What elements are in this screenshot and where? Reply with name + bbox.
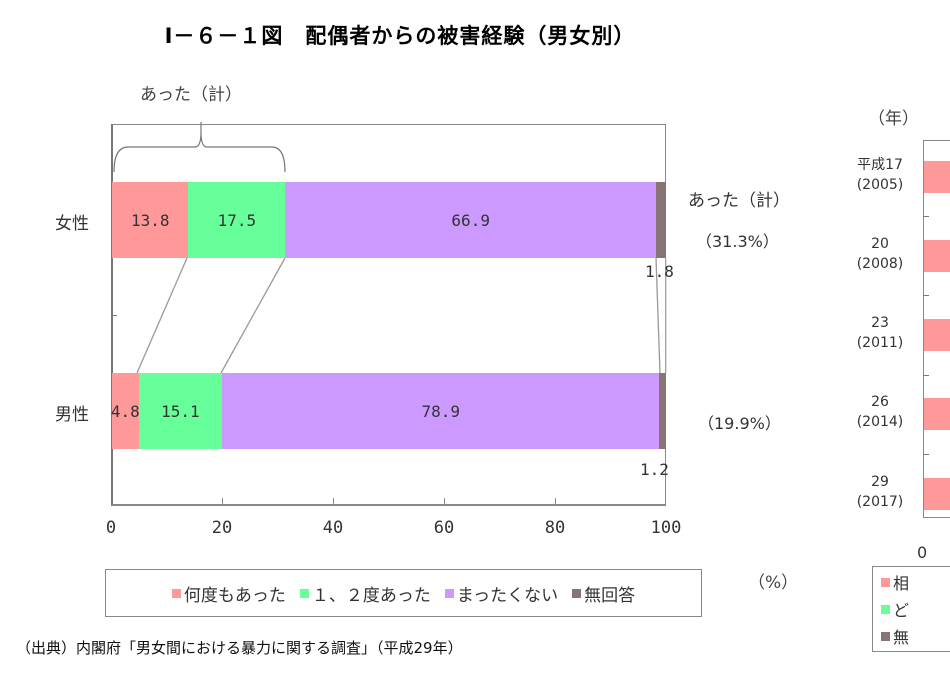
side-chart-year-label: 29 (2017) xyxy=(840,472,920,512)
legend-swatch xyxy=(444,588,454,598)
year-western: (2017) xyxy=(856,494,904,510)
legend-swatch xyxy=(572,588,582,598)
x-tick-label: 100 xyxy=(650,518,682,538)
legend-label: 無 xyxy=(893,628,910,647)
legend-label: まったくない xyxy=(456,585,559,606)
year-heisei: 23 xyxy=(871,315,889,331)
side-chart-unit: （年） xyxy=(868,109,919,129)
y-tick xyxy=(923,216,929,217)
x-tick xyxy=(555,498,556,506)
y-tick xyxy=(923,375,929,376)
side-chart-year-label: 平成17 (2005) xyxy=(840,155,920,195)
legend-label: 何度もあった xyxy=(183,585,286,606)
legend-label: 相 xyxy=(893,574,910,593)
value-label-female-no-answer: 1.8 xyxy=(645,261,674,281)
chart-title: Ⅰ－６－１図 配偶者からの被害経験（男女別） xyxy=(164,24,636,48)
side-chart-bar xyxy=(924,161,950,193)
legend-item-once-twice: １、２度あった xyxy=(299,581,431,606)
year-western: (2005) xyxy=(856,177,904,193)
category-label-female: 女性 xyxy=(55,214,89,234)
side-chart-bar xyxy=(924,478,950,510)
bar-male: 4.8 15.1 78.9 xyxy=(111,373,666,449)
legend-swatch xyxy=(881,577,890,587)
x-tick xyxy=(333,498,334,506)
year-western: (2011) xyxy=(856,335,904,351)
segment-once-twice: 15.1 xyxy=(138,373,223,449)
experienced-total-male: （19.9%） xyxy=(698,414,781,433)
legend-swatch xyxy=(881,631,890,641)
side-chart-bar xyxy=(924,319,950,351)
brace-label: あった（計） xyxy=(140,85,242,105)
x-tick-label: 60 xyxy=(433,518,455,538)
segment-no-answer xyxy=(659,373,666,449)
experienced-total-header: あった（計） xyxy=(688,191,790,211)
category-label-male: 男性 xyxy=(55,405,89,425)
segment-once-twice: 17.5 xyxy=(188,182,286,258)
x-tick-label: 20 xyxy=(211,518,233,538)
legend-swatch xyxy=(299,588,309,598)
side-chart-legend: 相 ど 無 xyxy=(872,566,950,652)
year-western: (2014) xyxy=(856,414,904,430)
side-legend-item: 相 xyxy=(881,570,909,594)
year-western: (2008) xyxy=(856,256,904,272)
side-chart-x-zero: 0 xyxy=(917,543,928,562)
y-tick xyxy=(111,315,117,316)
year-heisei: 平成17 xyxy=(857,157,903,173)
segment-never: 66.9 xyxy=(285,182,656,258)
experienced-total-female: （31.3%） xyxy=(696,232,779,251)
legend-label: 無回答 xyxy=(584,585,636,606)
y-tick xyxy=(923,454,929,455)
x-tick xyxy=(222,498,223,506)
side-legend-item: ど xyxy=(881,597,909,621)
y-tick xyxy=(923,295,929,296)
unit-label: （%） xyxy=(748,573,799,593)
legend-item-many-times: 何度もあった xyxy=(171,581,286,606)
legend-item-never: まったくない xyxy=(444,581,559,606)
segment-many-times: 13.8 xyxy=(112,182,189,258)
x-tick-label: 80 xyxy=(544,518,566,538)
side-chart-plot-area xyxy=(923,140,950,518)
year-heisei: 20 xyxy=(871,236,889,252)
year-heisei: 29 xyxy=(871,474,889,490)
legend: 何度もあった １、２度あった まったくない 無回答 xyxy=(105,569,702,617)
side-chart-bar xyxy=(924,398,950,430)
side-chart-bar xyxy=(924,240,950,272)
segment-never: 78.9 xyxy=(222,373,660,449)
side-chart-year-label: 20 (2008) xyxy=(840,234,920,274)
legend-swatch xyxy=(171,588,181,598)
source-note: （出典）内閣府「男女間における暴力に関する調査」（平成29年） xyxy=(16,639,463,657)
side-legend-item: 無 xyxy=(881,624,909,648)
year-heisei: 26 xyxy=(871,394,889,410)
value-label-male-no-answer: 1.2 xyxy=(640,459,669,479)
side-chart-year-label: 26 (2014) xyxy=(840,392,920,432)
side-chart-year-label: 23 (2011) xyxy=(840,313,920,353)
bar-female: 13.8 17.5 66.9 xyxy=(112,182,666,258)
segment-many-times: 4.8 xyxy=(111,373,140,449)
legend-label: １、２度あった xyxy=(311,585,431,606)
legend-label: ど xyxy=(893,601,910,620)
legend-swatch xyxy=(881,604,890,614)
segment-no-answer xyxy=(656,182,666,258)
legend-item-no-answer: 無回答 xyxy=(572,581,635,606)
x-tick-label: 0 xyxy=(105,518,117,538)
x-tick xyxy=(444,498,445,506)
x-tick-label: 40 xyxy=(322,518,344,538)
